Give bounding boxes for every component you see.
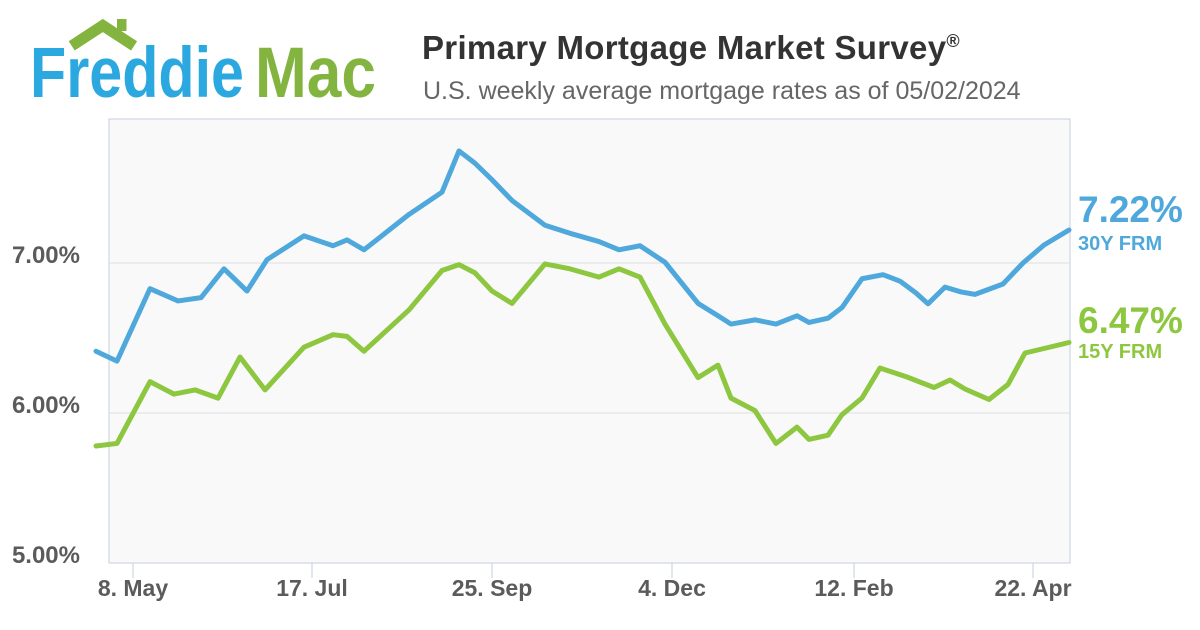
- svg-text:6.00%: 6.00%: [12, 392, 80, 419]
- svg-text:17. Jul: 17. Jul: [276, 575, 348, 601]
- svg-text:6.47%: 6.47%: [1078, 300, 1183, 341]
- svg-text:5.00%: 5.00%: [12, 542, 80, 569]
- svg-text:12. Feb: 12. Feb: [814, 575, 893, 601]
- svg-text:7.22%: 7.22%: [1078, 189, 1183, 230]
- svg-text:4. Dec: 4. Dec: [638, 575, 706, 601]
- svg-text:25. Sep: 25. Sep: [452, 575, 533, 601]
- svg-text:8. May: 8. May: [98, 575, 169, 601]
- svg-text:22. Apr: 22. Apr: [994, 575, 1071, 601]
- svg-text:30Y FRM: 30Y FRM: [1078, 233, 1162, 255]
- svg-text:15Y FRM: 15Y FRM: [1078, 341, 1162, 363]
- svg-text:7.00%: 7.00%: [12, 242, 80, 269]
